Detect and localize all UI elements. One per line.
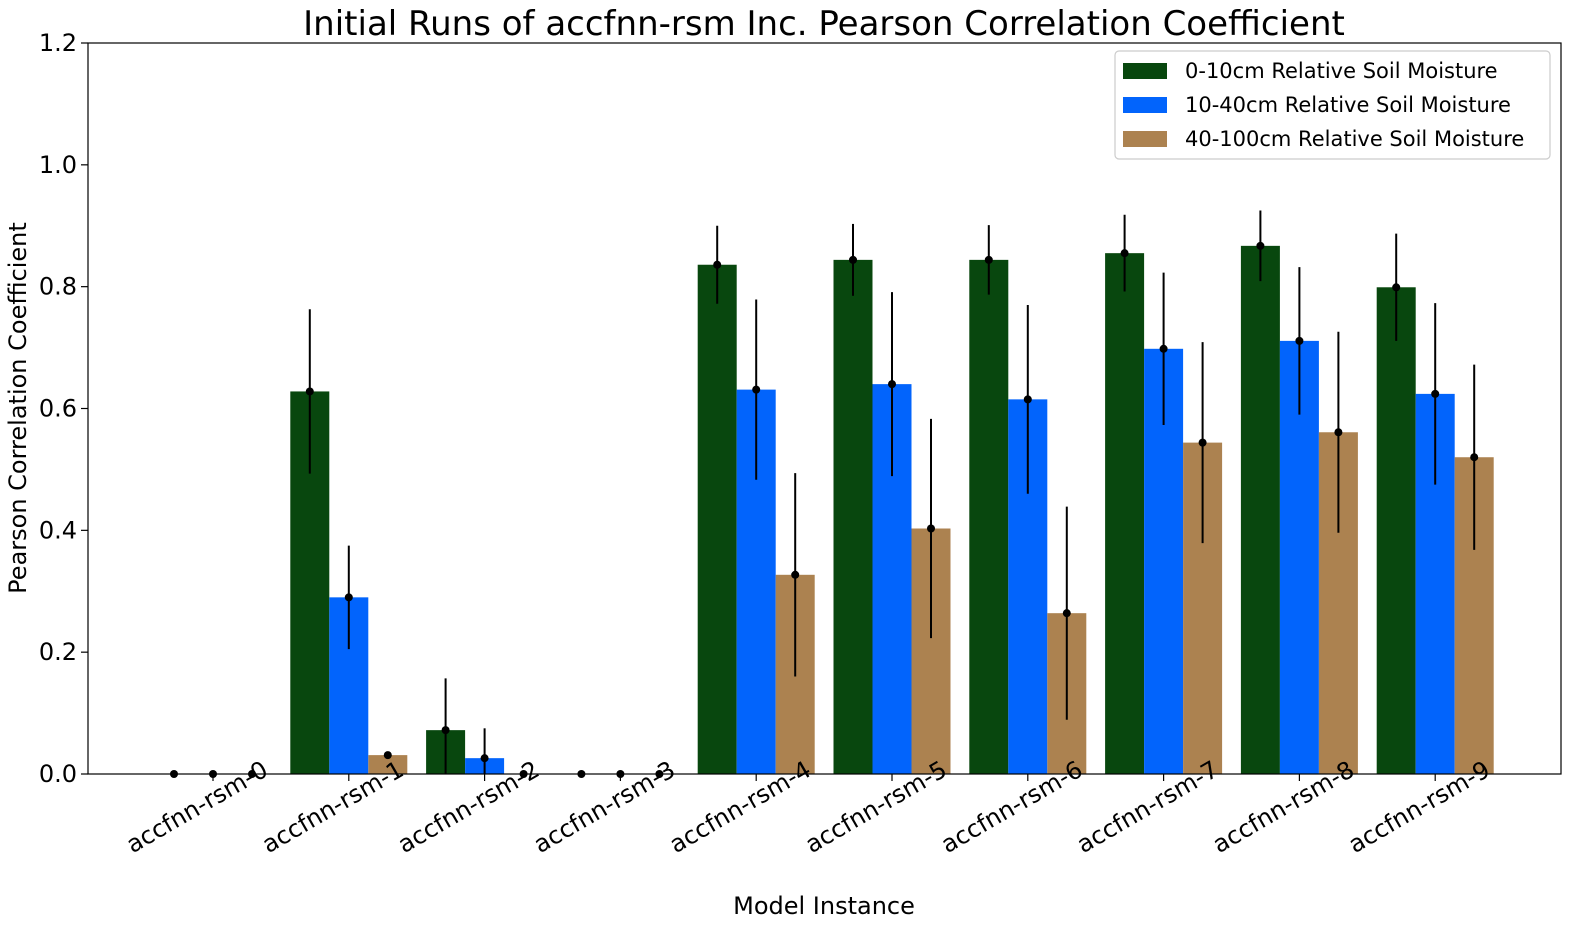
mean-point — [1256, 241, 1265, 250]
legend-swatch — [1123, 131, 1167, 147]
mean-point — [480, 754, 489, 763]
legend-label: 40-100cm Relative Soil Moisture — [1185, 127, 1524, 151]
bar — [1376, 287, 1416, 774]
bar — [1240, 245, 1280, 775]
y-tick-label: 0.6 — [39, 395, 77, 423]
legend-swatch — [1123, 97, 1167, 113]
legend-box — [1114, 50, 1551, 160]
y-tick-label: 0.4 — [39, 516, 77, 544]
mean-point — [1023, 395, 1032, 404]
mean-point — [849, 255, 857, 264]
x-tick-label: accfnn-rsm-3 — [529, 755, 680, 858]
mean-point — [441, 726, 450, 735]
x-tick-label: accfnn-rsm-0 — [121, 755, 272, 858]
y-axis-title: Pearson Correlation Coefficient — [4, 222, 32, 594]
legend: 0-10cm Relative Soil Moisture 10-40cm Rel… — [1114, 50, 1551, 160]
mean-point — [1120, 249, 1129, 258]
y-tick-label: 0.0 — [39, 760, 77, 788]
y-tick-label: 1.2 — [39, 29, 77, 57]
mean-point — [383, 751, 392, 760]
mean-point — [1392, 283, 1401, 292]
mean-point — [752, 385, 761, 394]
y-tick-label: 1.0 — [39, 151, 77, 179]
bar — [1105, 253, 1145, 775]
legend-label: 0-10cm Relative Soil Moisture — [1185, 59, 1498, 83]
legend-label: 10-40cm Relative Soil Moisture — [1185, 93, 1511, 117]
legend-swatch — [1123, 63, 1167, 79]
mean-point — [713, 260, 722, 269]
bar — [368, 755, 408, 774]
mean-point — [888, 380, 896, 389]
mean-point — [927, 524, 935, 533]
mean-point — [1295, 336, 1304, 345]
mean-point — [1334, 428, 1343, 437]
bar — [697, 264, 737, 774]
mean-point — [344, 593, 353, 602]
mean-point — [305, 387, 314, 396]
mean-point — [1062, 609, 1071, 618]
y-axis: 0.0 0.2 0.4 0.6 0.8 1.0 1.2 — [39, 29, 88, 788]
mean-point — [791, 570, 800, 579]
mean-point — [984, 255, 993, 264]
mean-point — [1198, 438, 1207, 447]
bar — [969, 259, 1009, 774]
bar — [833, 259, 873, 774]
y-tick-label: 0.2 — [39, 638, 77, 666]
mean-point — [1431, 389, 1440, 398]
mean-point — [1159, 344, 1168, 353]
plot-area — [170, 210, 1494, 778]
x-axis-title: Model Instance — [733, 892, 915, 920]
chart-title: Initial Runs of accfnn-rsm Inc. Pearson … — [303, 4, 1345, 44]
y-tick-label: 0.8 — [39, 273, 77, 301]
mean-point — [1470, 453, 1479, 462]
